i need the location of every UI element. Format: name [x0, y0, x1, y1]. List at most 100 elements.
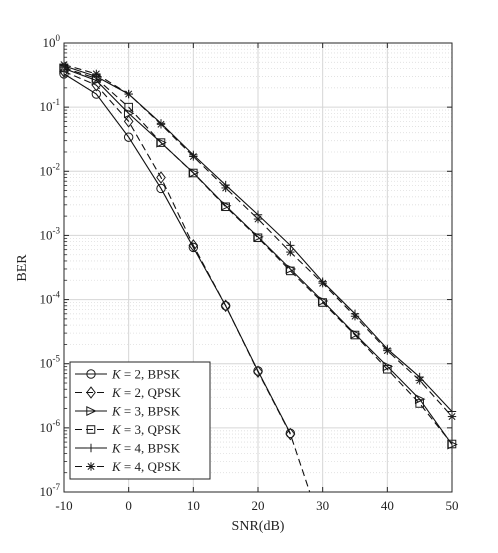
y-tick-exponent: 0 — [56, 33, 61, 43]
series-6 — [59, 60, 457, 421]
circle-marker — [156, 183, 166, 194]
legend-label-rest: = 3, QPSK — [121, 422, 182, 437]
data-point — [156, 183, 166, 194]
y-tick-mantissa: 10 — [40, 163, 53, 178]
x-tick-label: 40 — [381, 498, 394, 513]
data-point — [350, 312, 360, 321]
diamond-marker — [253, 365, 263, 379]
data-point — [188, 239, 199, 252]
data-point — [286, 266, 295, 276]
tick-labels: -10 0 10 20 30 40 5010010-110-210-310-410-510-… — [40, 33, 459, 513]
data-point — [123, 132, 134, 142]
asterisk-marker-d2 — [416, 376, 424, 384]
diamond-marker — [188, 239, 199, 252]
legend-label: K = 3, BPSK — [111, 404, 181, 419]
square-marker — [156, 138, 166, 147]
legend-label-variable: K — [111, 404, 122, 419]
data-point — [253, 233, 263, 243]
legend-label: K = 3, QPSK — [111, 422, 181, 437]
y-tick-mantissa: 10 — [40, 99, 53, 114]
asterisk-marker-d2 — [92, 70, 100, 78]
diamond-marker — [123, 115, 134, 128]
y-tick-label: 10-4 — [40, 290, 61, 307]
data-point — [156, 120, 166, 129]
square-marker — [221, 202, 230, 212]
data-point — [156, 138, 166, 147]
circle-marker — [123, 132, 134, 142]
legend-marker — [86, 425, 96, 434]
asterisk-marker-d2 — [351, 312, 359, 320]
square-marker — [350, 330, 360, 340]
series-line — [63, 70, 311, 493]
square-marker — [253, 233, 263, 243]
legend-label-rest: = 2, BPSK — [121, 367, 181, 382]
legend-item: K = 4, QPSK — [75, 459, 181, 474]
asterisk-marker-d2 — [383, 347, 391, 355]
legend-label: K = 2, BPSK — [111, 367, 181, 382]
y-tick-exponent: -2 — [53, 161, 61, 171]
legend-label: K = 4, QPSK — [111, 459, 181, 474]
y-tick-mantissa: 10 — [40, 292, 53, 307]
x-tick-label: 30 — [316, 498, 329, 513]
data-point — [415, 399, 424, 408]
data-point — [189, 152, 198, 161]
legend-label: K = 4, BPSK — [111, 441, 181, 456]
asterisk-marker-d2 — [286, 248, 294, 256]
data-point — [286, 247, 295, 257]
square-marker — [318, 298, 327, 307]
y-tick-label: 10-7 — [40, 482, 61, 499]
legend-item: K = 2, BPSK — [75, 367, 181, 382]
legend-label-variable: K — [111, 422, 122, 437]
square-marker — [189, 168, 198, 178]
y-tick-mantissa: 10 — [40, 356, 53, 371]
legend-label: K = 2, QPSK — [111, 385, 181, 400]
y-tick-exponent: -6 — [53, 418, 61, 428]
square-marker — [124, 102, 133, 112]
circle-marker — [86, 369, 96, 379]
legend-box — [69, 361, 211, 480]
y-tick-label: 10-5 — [40, 354, 61, 371]
data-point — [220, 299, 231, 313]
diamond-marker — [220, 299, 231, 313]
data-point — [318, 298, 327, 307]
legend-marker — [86, 462, 96, 471]
diamond-marker — [86, 386, 96, 399]
legend-label-variable: K — [111, 441, 122, 456]
legend-label-variable: K — [111, 385, 122, 400]
legend-marker — [86, 369, 96, 379]
square-marker — [286, 266, 295, 276]
series-line — [63, 68, 453, 445]
data-point — [189, 168, 198, 178]
asterisk-marker-d2 — [254, 215, 262, 223]
legend-marker — [86, 406, 97, 416]
series-layer — [59, 60, 458, 493]
x-tick-label: 20 — [252, 498, 265, 513]
asterisk-marker-d2 — [87, 462, 95, 471]
x-tick-label: 0 — [125, 498, 132, 513]
data-point — [124, 102, 133, 112]
y-tick-mantissa: 10 — [40, 484, 53, 499]
data-point — [415, 376, 424, 385]
y-axis-title: BER — [15, 254, 30, 282]
y-tick-label: 10-3 — [40, 225, 61, 242]
data-point — [221, 183, 230, 193]
series-line — [63, 67, 453, 445]
x-tick-label: 10 — [187, 498, 200, 513]
data-point — [124, 89, 133, 99]
data-point — [156, 171, 166, 184]
asterisk-marker-d2 — [189, 153, 197, 161]
y-tick-exponent: -5 — [53, 354, 61, 364]
triangle-marker — [86, 406, 97, 416]
asterisk-marker-d2 — [125, 90, 133, 98]
square-marker — [383, 364, 392, 374]
data-point — [383, 364, 392, 374]
y-tick-label: 10-1 — [40, 97, 61, 114]
legend-label-variable: K — [111, 459, 122, 474]
x-axis-title: SNR(dB) — [232, 519, 285, 534]
data-point — [92, 69, 101, 79]
diamond-marker — [156, 171, 166, 184]
asterisk-marker-d2 — [157, 120, 165, 128]
legend-item: K = 4, BPSK — [75, 441, 181, 456]
y-tick-exponent: -3 — [53, 225, 61, 235]
